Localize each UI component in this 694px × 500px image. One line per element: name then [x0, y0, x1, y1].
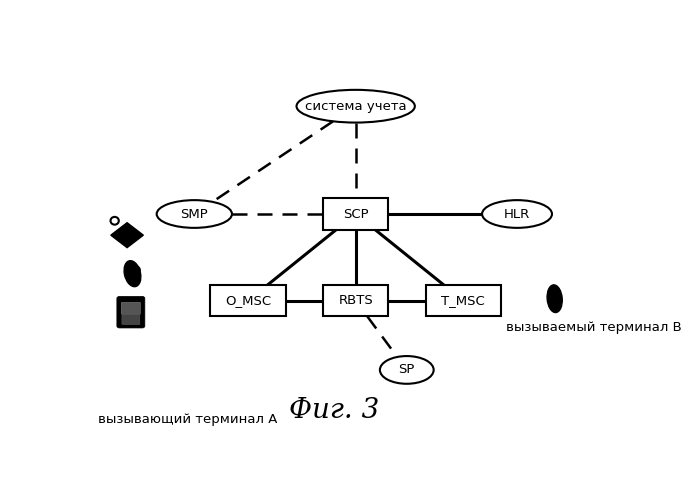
Text: Фиг. 3: Фиг. 3: [289, 397, 380, 424]
FancyBboxPatch shape: [323, 198, 388, 230]
FancyBboxPatch shape: [117, 296, 145, 328]
FancyBboxPatch shape: [122, 314, 139, 324]
Ellipse shape: [124, 260, 141, 286]
Text: O_MSC: O_MSC: [225, 294, 271, 307]
Text: HLR: HLR: [504, 208, 530, 220]
Text: вызываемый терминал В: вызываемый терминал В: [507, 321, 682, 334]
FancyBboxPatch shape: [425, 285, 501, 316]
Text: T_MSC: T_MSC: [441, 294, 485, 307]
FancyBboxPatch shape: [121, 302, 140, 314]
Text: система учета: система учета: [305, 100, 407, 112]
Text: вызывающий терминал А: вызывающий терминал А: [97, 414, 277, 426]
FancyBboxPatch shape: [210, 285, 286, 316]
Polygon shape: [111, 222, 144, 248]
Ellipse shape: [482, 200, 552, 228]
Text: SCP: SCP: [343, 208, 369, 220]
Text: RBTS: RBTS: [338, 294, 373, 307]
Ellipse shape: [110, 217, 119, 224]
Ellipse shape: [547, 285, 562, 312]
Text: SMP: SMP: [180, 208, 208, 220]
Ellipse shape: [157, 200, 232, 228]
Ellipse shape: [296, 90, 415, 122]
Ellipse shape: [135, 266, 140, 273]
FancyBboxPatch shape: [323, 285, 388, 316]
Ellipse shape: [380, 356, 434, 384]
Text: SP: SP: [398, 364, 415, 376]
